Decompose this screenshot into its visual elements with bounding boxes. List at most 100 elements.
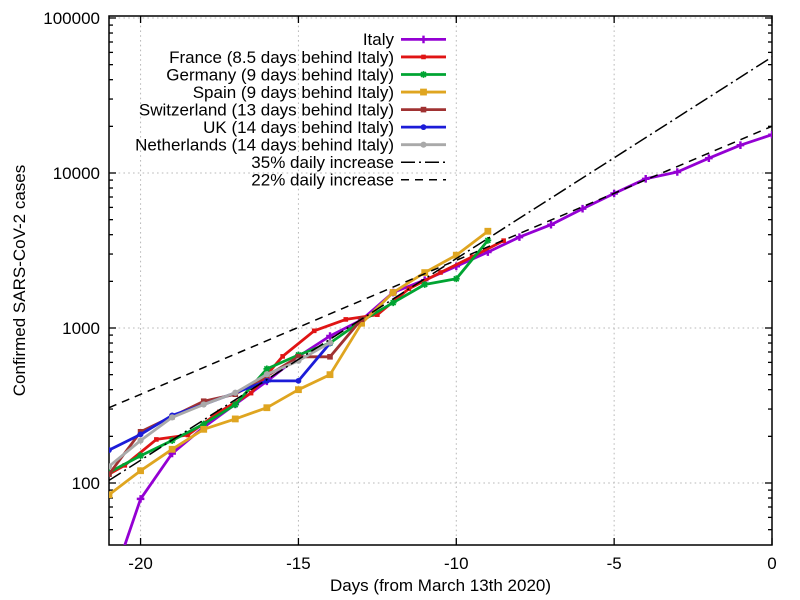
square-marker — [501, 238, 506, 243]
circle-marker — [232, 389, 239, 396]
x-tick-label: -15 — [286, 554, 311, 573]
square-marker — [421, 54, 426, 60]
legend-label-italy: Italy — [363, 30, 395, 49]
legend-item-line-35pct: 35% daily increase — [251, 153, 446, 172]
plus-marker — [705, 154, 713, 162]
square-marker — [109, 471, 112, 477]
legend-label-germany: Germany (9 days behind Italy) — [166, 65, 394, 84]
square-marker — [109, 491, 113, 499]
series-line-france — [109, 239, 505, 476]
square-marker — [484, 227, 492, 235]
series-line-line-35pct — [109, 56, 772, 482]
series-italy — [105, 130, 772, 596]
square-marker — [185, 432, 191, 438]
x-tick-label: -5 — [607, 554, 622, 573]
plus-marker — [419, 35, 428, 44]
square-marker — [420, 88, 427, 96]
asterisk-marker — [389, 299, 397, 307]
series-line-italy — [123, 133, 772, 545]
legend-item-germany: Germany (9 days behind Italy) — [166, 65, 446, 84]
asterisk-marker — [200, 420, 208, 428]
square-marker — [452, 251, 460, 259]
square-marker — [200, 398, 207, 405]
series-spain — [109, 227, 492, 499]
asterisk-marker — [137, 452, 144, 460]
circle-marker — [420, 124, 427, 131]
square-marker — [469, 254, 475, 260]
legend-item-switzerland: Switzerland (13 days behind Italy) — [139, 100, 446, 119]
legend-label-line-22pct: 22% daily increase — [251, 171, 394, 190]
circle-marker — [109, 463, 113, 470]
circle-marker — [263, 377, 270, 384]
plus-marker — [673, 168, 682, 176]
square-marker — [358, 319, 365, 327]
square-marker — [421, 269, 429, 277]
asterisk-marker — [421, 281, 429, 288]
circle-marker — [263, 371, 270, 378]
legend-item-line-22pct: 22% daily increase — [251, 171, 446, 190]
legend-item-uk: UK (14 days behind Italy) — [203, 118, 446, 137]
square-marker — [154, 437, 159, 442]
square-marker — [137, 467, 144, 475]
square-marker — [295, 386, 302, 394]
square-marker — [326, 371, 334, 379]
x-axis-label: Days (from March 13th 2020) — [330, 576, 551, 595]
series-line-line-22pct — [109, 125, 772, 409]
square-marker — [343, 317, 349, 322]
asterisk-marker — [231, 401, 239, 409]
circle-marker — [137, 437, 144, 444]
plus-marker — [515, 233, 524, 241]
square-marker — [280, 354, 285, 359]
plus-marker — [136, 495, 145, 503]
x-tick-label: 0 — [767, 554, 776, 573]
circle-marker — [200, 401, 207, 408]
square-marker — [311, 328, 317, 334]
plus-marker — [768, 130, 772, 139]
asterisk-marker — [452, 275, 460, 283]
square-marker — [263, 404, 271, 412]
square-marker — [295, 353, 302, 360]
y-tick-label: 100000 — [43, 9, 100, 28]
circle-marker — [420, 141, 427, 148]
plus-marker — [736, 141, 745, 150]
y-tick-label: 1000 — [62, 319, 100, 338]
legend-label-netherlands: Netherlands (14 days behind Italy) — [135, 136, 394, 155]
legend-label-switzerland: Switzerland (13 days behind Italy) — [139, 100, 394, 119]
circle-marker — [169, 414, 176, 421]
square-marker — [217, 409, 222, 415]
asterisk-marker — [420, 71, 427, 78]
series-area — [105, 56, 772, 596]
square-marker — [327, 353, 333, 360]
plus-marker — [326, 332, 334, 340]
y-tick-label: 100 — [72, 474, 100, 493]
series-line-22pct — [109, 125, 772, 409]
y-tick-label: 10000 — [53, 164, 100, 183]
x-tick-label: -10 — [444, 554, 469, 573]
legend-label-france: France (8.5 days behind Italy) — [169, 48, 394, 67]
circle-marker — [137, 431, 144, 438]
asterisk-marker — [263, 365, 271, 373]
legend-item-spain: Spain (9 days behind Italy) — [193, 83, 446, 102]
square-marker — [389, 289, 397, 296]
series-line-35pct — [109, 56, 772, 482]
plot-border — [108, 15, 773, 546]
legend-item-france: France (8.5 days behind Italy) — [169, 48, 446, 67]
legend-item-italy: Italy — [363, 30, 446, 49]
asterisk-marker — [484, 236, 492, 244]
plus-marker — [105, 588, 113, 596]
square-marker — [248, 390, 254, 396]
legend-label-uk: UK (14 days behind Italy) — [203, 118, 394, 137]
square-marker — [200, 425, 208, 433]
square-marker — [375, 312, 380, 317]
legend-label-spain: Spain (9 days behind Italy) — [193, 83, 394, 102]
plus-marker — [578, 204, 587, 213]
y-axis-label: Confirmed SARS-CoV-2 cases — [10, 165, 29, 396]
square-marker — [231, 415, 239, 423]
circle-marker — [295, 377, 302, 384]
x-tick-label: -20 — [128, 554, 153, 573]
legend-label-line-35pct: 35% daily increase — [251, 153, 394, 172]
plus-marker — [547, 220, 555, 229]
legend-item-netherlands: Netherlands (14 days behind Italy) — [135, 136, 446, 155]
